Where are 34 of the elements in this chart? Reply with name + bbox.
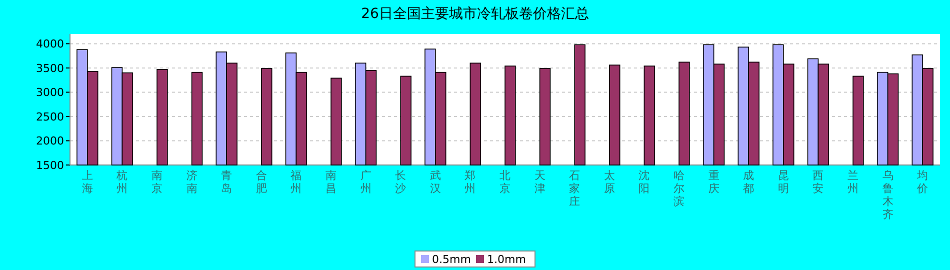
y-tick-label: 4000 xyxy=(36,38,64,51)
y-tick-label: 2000 xyxy=(36,134,64,148)
x-tick-label: 西安 xyxy=(812,169,824,195)
x-tick-label: 太原 xyxy=(604,169,615,195)
x-tick-label: 青岛 xyxy=(221,169,232,195)
x-tick-label: 哈尔滨 xyxy=(674,169,684,208)
x-tick-label: 均价 xyxy=(916,169,928,195)
x-tick-label: 合肥 xyxy=(256,169,267,195)
x-tick-label: 济南 xyxy=(186,169,198,195)
x-tick-label: 武汉 xyxy=(430,169,441,195)
y-tick-label: 2500 xyxy=(36,110,64,124)
x-tick-label: 成都 xyxy=(743,169,754,195)
y-tick-label: 3000 xyxy=(36,86,64,100)
x-tick-label: 南京 xyxy=(152,169,162,195)
x-tick-label: 天津 xyxy=(534,169,546,195)
x-tick-label: 重庆 xyxy=(708,169,720,195)
y-tick-label: 3500 xyxy=(36,62,64,75)
x-tick-label: 兰州 xyxy=(848,169,858,195)
x-tick-label: 福州 xyxy=(290,169,302,195)
legend-label: 1.0mm xyxy=(487,253,526,266)
x-tick-label: 郑州 xyxy=(464,169,476,195)
x-tick-label: 南昌 xyxy=(326,169,336,195)
legend-label: 0.5mm xyxy=(432,253,471,266)
x-tick-label: 乌鲁木齐 xyxy=(882,169,894,221)
y-tick-label: 1500 xyxy=(36,159,64,172)
x-tick-label: 石家庄 xyxy=(569,169,580,208)
x-tick-label: 上海 xyxy=(82,169,93,195)
x-tick-label: 昆明 xyxy=(778,169,789,195)
x-tick-label: 北京 xyxy=(500,169,510,195)
x-tick-label: 沈阳 xyxy=(638,169,650,195)
chart-title: 26日全国主要城市冷轧板卷价格汇总 xyxy=(361,6,589,22)
x-tick-label: 广州 xyxy=(360,169,372,195)
x-tick-label: 杭州 xyxy=(116,169,128,195)
x-tick-label: 长沙 xyxy=(395,169,406,195)
